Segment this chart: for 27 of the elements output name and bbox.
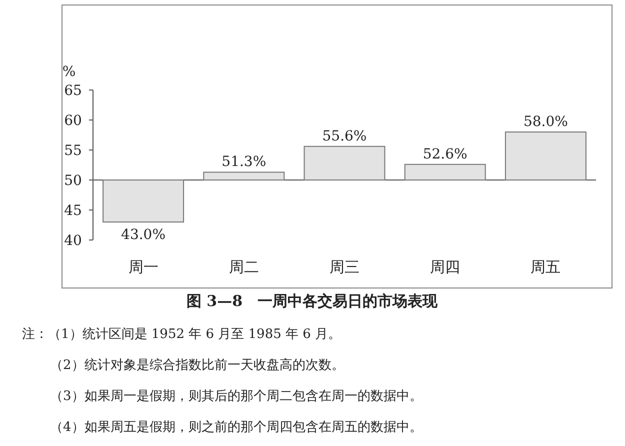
- text: （3）如果周一是假期，则其后的那个周二包含在周一的数据中。: [50, 389, 422, 404]
- y-axis-title: %: [62, 64, 76, 80]
- text: 图 3—8 一周中各交易日的市场表现: [186, 292, 439, 310]
- y-tick-label: 55: [64, 143, 82, 159]
- bar: [504, 132, 586, 180]
- bar: [203, 172, 285, 180]
- bar: [304, 146, 386, 180]
- y-tick-label: 40: [64, 233, 82, 249]
- data-label: 43.0%: [121, 227, 166, 243]
- data-label: 55.6%: [322, 128, 367, 144]
- x-tick-label: 周二: [228, 258, 259, 276]
- y-tick-label: 60: [64, 113, 82, 129]
- data-label: 51.3%: [222, 154, 266, 170]
- x-tick-label: 周一: [128, 258, 158, 276]
- bar: [102, 180, 184, 222]
- text: （2）统计对象是综合指数比前一天收盘高的次数。: [50, 357, 344, 373]
- data-label: 52.6%: [422, 146, 468, 162]
- text: 注：（1）统计区间是 1952 年 6 月至 1985 年 6 月。: [22, 327, 342, 342]
- y-tick-label: 65: [64, 83, 82, 99]
- x-tick-label: 周五: [530, 258, 561, 276]
- bar: [404, 164, 486, 180]
- x-tick-label: 周四: [430, 258, 460, 276]
- text: （4）如果周五是假期，则之前的那个周四包含在周五的数据中。: [50, 420, 422, 435]
- y-tick-label: 45: [64, 203, 82, 219]
- data-label: 58.0%: [523, 114, 568, 130]
- y-tick-label: 50: [64, 173, 82, 189]
- x-tick-label: 周三: [330, 258, 360, 276]
